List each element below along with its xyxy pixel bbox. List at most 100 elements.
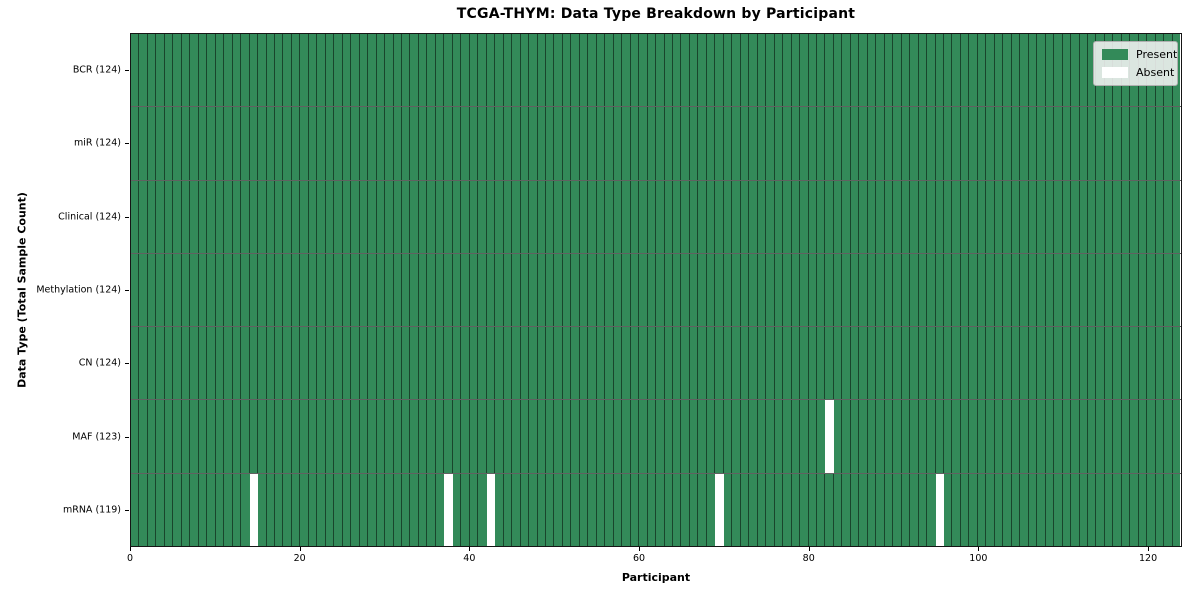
matrix-cell-present [825,327,834,400]
matrix-cell-present [469,253,479,327]
matrix-cell-present [274,400,284,473]
matrix-cell-present [232,473,242,546]
matrix-cell-present [385,34,394,107]
matrix-row-mir [131,106,1181,180]
matrix-cell-present [1087,107,1097,180]
matrix-cell-present [308,34,318,107]
matrix-cell-present [469,107,479,180]
matrix-cell-present [554,253,563,327]
matrix-cell-present [503,253,513,327]
matrix-cell-present [131,107,140,180]
matrix-cell-present [901,400,911,473]
matrix-cell-present [994,34,1004,107]
matrix-cell-present [1071,253,1080,327]
matrix-cell-present [622,34,631,107]
matrix-cell-present [613,34,623,107]
matrix-cell-absent [715,473,724,546]
matrix-cell-present [139,34,148,107]
matrix-cell-present [503,473,513,546]
matrix-cell-present [927,107,936,180]
matrix-cell-present [562,400,572,473]
matrix-cell-present [224,253,233,327]
matrix-cell-present [774,180,784,253]
matrix-cell-present [791,107,801,180]
matrix-cell-present [1045,400,1055,473]
matrix-cell-present [605,327,614,400]
matrix-cell-present [800,107,809,180]
matrix-cell-present [156,180,165,253]
matrix-cell-present [596,473,606,546]
matrix-cell-present [1121,327,1131,400]
matrix-cell-present [1011,327,1021,400]
matrix-cell-present [1028,34,1038,107]
matrix-cell-present [977,327,987,400]
matrix-cell-present [427,400,436,473]
matrix-cell-present [520,107,530,180]
x-tick-label: 0 [126,553,134,564]
matrix-cell-present [944,180,953,253]
matrix-cell-present [308,327,318,400]
matrix-cell-present [800,473,809,546]
matrix-cell-present [622,107,631,180]
matrix-cell-present [859,327,868,400]
matrix-cell-present [385,327,394,400]
matrix-cell-present [571,400,580,473]
matrix-cell-present [325,327,335,400]
matrix-cell-present [1121,107,1131,180]
matrix-cell-present [630,253,640,327]
matrix-cell-present [867,400,877,473]
matrix-cell-present [1113,400,1122,473]
legend: Present Absent [1093,41,1178,86]
matrix-cell-present [147,253,157,327]
matrix-cell-present [876,327,885,400]
matrix-cell-present [859,473,868,546]
matrix-cell-present [418,34,428,107]
matrix-cell-present [1121,473,1131,546]
matrix-cell-present [274,107,284,180]
matrix-cell-present [698,34,707,107]
matrix-cell-present [215,180,225,253]
matrix-cell-present [833,253,843,327]
matrix-cell-present [698,327,707,400]
matrix-cell-present [478,253,487,327]
matrix-cell-present [893,107,902,180]
matrix-cell-present [825,34,834,107]
matrix-cell-present [673,327,682,400]
matrix-cell-present [1164,327,1173,400]
matrix-cell-present [478,107,487,180]
matrix-cell-present [681,34,690,107]
matrix-cell-present [1020,473,1029,546]
matrix-cell-present [1045,34,1055,107]
matrix-cell-present [181,253,191,327]
matrix-cell-present [342,180,352,253]
matrix-cell-present [435,327,445,400]
matrix-cell-present [435,253,445,327]
matrix-cell-present [673,34,682,107]
matrix-cell-present [529,400,538,473]
matrix-cell-present [435,473,445,546]
matrix-cell-present [537,34,546,107]
matrix-cell-present [766,180,775,253]
matrix-cell-present [622,327,631,400]
matrix-cell-present [681,253,690,327]
matrix-cell-present [1020,34,1029,107]
matrix-cell-present [308,107,318,180]
matrix-cell-present [224,327,233,400]
matrix-cell-present [359,34,369,107]
matrix-cell-present [867,327,877,400]
matrix-cell-present [1028,327,1038,400]
matrix-cell-present [1020,107,1029,180]
matrix-cell-present [571,473,580,546]
matrix-cell-present [512,34,521,107]
matrix-cell-present [554,107,563,180]
matrix-cell-present [698,473,707,546]
matrix-cell-present [706,400,716,473]
matrix-cell-present [952,327,961,400]
matrix-cell-present [131,34,140,107]
matrix-cell-present [1087,400,1097,473]
matrix-cell-present [960,253,970,327]
matrix-cell-present [385,400,394,473]
matrix-cell-present [715,34,724,107]
matrix-cell-present [1028,473,1038,546]
matrix-cell-present [1071,327,1080,400]
